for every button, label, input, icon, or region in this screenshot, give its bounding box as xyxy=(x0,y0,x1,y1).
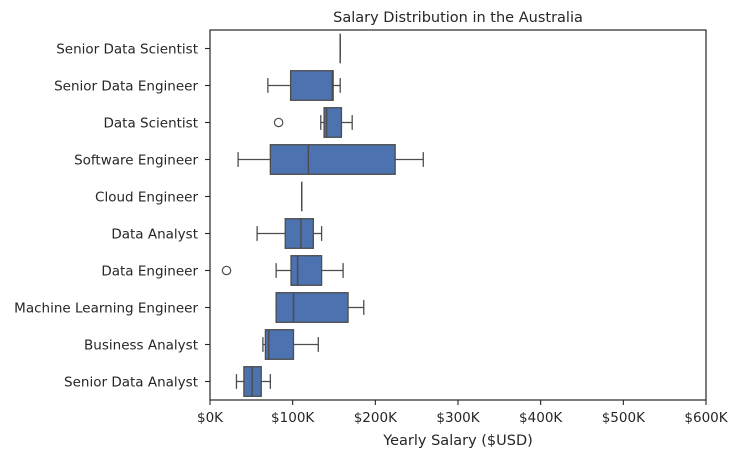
box xyxy=(323,107,343,138)
box-group xyxy=(235,366,271,397)
x-tick-label: $200K xyxy=(354,410,398,426)
box xyxy=(284,218,314,249)
y-tick-label: Machine Learning Engineer xyxy=(14,301,198,317)
outlier-point xyxy=(273,117,284,128)
box xyxy=(275,292,349,323)
chart-title: Salary Distribution in the Australia xyxy=(333,10,583,26)
box xyxy=(264,329,295,360)
y-tick-label: Data Analyst xyxy=(111,227,198,243)
box-group xyxy=(273,107,353,138)
y-tick-label: Business Analyst xyxy=(84,338,198,354)
x-axis-label: Yearly Salary ($USD) xyxy=(382,433,533,449)
x-tick-label: $300K xyxy=(436,410,480,426)
y-tick-label: Data Scientist xyxy=(104,116,199,132)
box-group xyxy=(275,292,365,323)
box-group xyxy=(262,329,319,360)
box xyxy=(269,144,396,175)
y-tick-label: Senior Data Engineer xyxy=(54,79,198,95)
x-tick-label: $0K xyxy=(197,410,224,426)
y-tick-label: Senior Data Scientist xyxy=(56,42,198,58)
y-axis: Senior Data Scientist Senior Data Enginee… xyxy=(14,42,210,391)
box xyxy=(289,70,334,101)
y-tick-label: Senior Data Analyst xyxy=(64,375,198,391)
x-tick-label: $600K xyxy=(684,410,728,426)
y-tick-label: Software Engineer xyxy=(74,153,198,169)
box-group xyxy=(221,255,344,286)
x-tick-label: $500K xyxy=(602,410,646,426)
outlier-point xyxy=(221,265,232,276)
x-tick-label: $400K xyxy=(519,410,563,426)
x-tick-label: $100K xyxy=(271,410,315,426)
box-group xyxy=(237,144,424,175)
y-tick-label: Cloud Engineer xyxy=(95,190,198,206)
box-group xyxy=(267,70,341,101)
box-group xyxy=(256,218,323,249)
x-axis: $0K $100K $200K $300K $400K $500K $600K xyxy=(197,400,729,426)
plot-area xyxy=(221,33,424,397)
box xyxy=(290,255,323,286)
y-tick-label: Data Engineer xyxy=(101,264,198,280)
